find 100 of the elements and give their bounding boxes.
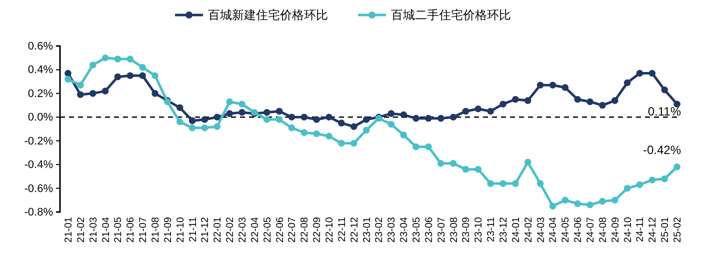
point — [512, 96, 519, 103]
point — [313, 116, 320, 123]
data-label: -0.42% — [642, 142, 682, 157]
x-tick-label: 24-11 — [635, 216, 646, 242]
point — [549, 82, 556, 89]
x-tick-label: 21-06 — [126, 216, 137, 243]
point — [450, 114, 457, 121]
point — [326, 114, 332, 121]
point — [64, 76, 72, 83]
point — [362, 126, 370, 134]
point — [338, 120, 345, 126]
x-tick-label: 23-01 — [362, 216, 373, 243]
point — [201, 124, 208, 132]
point — [238, 100, 246, 108]
point — [599, 102, 606, 109]
point — [500, 100, 506, 108]
x-tick-label: 22-03 — [238, 216, 248, 243]
point — [188, 124, 196, 132]
x-tick-label: 21-02 — [76, 216, 87, 243]
x-tick-label: 23-05 — [412, 216, 422, 243]
point — [661, 175, 668, 182]
y-tick-label: -0.6% — [24, 182, 54, 195]
point — [276, 108, 283, 115]
point — [263, 109, 270, 116]
x-tick-label: 23-02 — [374, 216, 386, 243]
point — [648, 176, 656, 184]
y-tick-label: 0.0% — [28, 112, 54, 124]
x-tick-label: 22-06 — [274, 216, 286, 243]
x-tick-label: 23-07 — [436, 216, 448, 243]
x-tick-label: 24-10 — [622, 216, 634, 243]
point — [674, 164, 680, 170]
y-tick-label: 0.2% — [28, 88, 54, 100]
point — [400, 132, 407, 138]
point — [77, 91, 84, 98]
x-tick-label: 23-09 — [461, 216, 472, 243]
x-tick-label: 24-03 — [536, 216, 547, 243]
point — [536, 82, 544, 89]
y-tick-label: -0.4% — [24, 159, 54, 172]
point — [611, 97, 618, 104]
point — [139, 64, 146, 71]
x-tick-label: 24-05 — [560, 216, 572, 243]
point — [487, 108, 494, 115]
point — [188, 117, 196, 124]
x-tick-label: 24-08 — [598, 216, 609, 243]
point — [126, 72, 134, 80]
point — [114, 56, 122, 62]
point — [288, 114, 296, 121]
point — [674, 100, 680, 108]
point — [214, 114, 221, 121]
point — [636, 70, 644, 77]
point — [437, 160, 444, 167]
x-tick-label: 21-11 — [188, 216, 199, 242]
x-tick-label: 22-02 — [225, 216, 236, 243]
legend-label: 百城二手住宅价格环比 — [391, 8, 511, 22]
point — [524, 158, 532, 166]
point — [89, 90, 96, 97]
point — [487, 180, 494, 187]
point — [326, 132, 332, 140]
point — [300, 129, 308, 136]
point — [648, 70, 656, 77]
point — [586, 201, 594, 208]
point — [624, 79, 631, 86]
point — [562, 196, 569, 204]
point — [425, 114, 432, 122]
point — [536, 180, 544, 187]
point — [89, 62, 96, 68]
x-tick-label: 21-09 — [162, 216, 174, 243]
x-tick-label: 21-10 — [175, 216, 186, 243]
x-tick-label: 24-09 — [610, 216, 622, 243]
x-tick-label: 21-01 — [64, 216, 74, 243]
x-tick-label: 22-11 — [336, 216, 348, 242]
x-tick-label: 23-04 — [399, 216, 410, 243]
point — [412, 114, 420, 122]
point — [474, 105, 482, 112]
point — [350, 123, 358, 130]
x-tick-label: 23-10 — [474, 216, 485, 243]
point — [238, 109, 246, 116]
point — [77, 82, 84, 89]
x-tick-label: 21-12 — [200, 216, 212, 243]
point — [437, 114, 444, 122]
x-tick-label: 22-05 — [262, 216, 274, 243]
point — [152, 90, 158, 97]
x-tick-label: 21-07 — [138, 216, 150, 243]
x-tick-label: 23-12 — [498, 216, 510, 243]
point — [126, 56, 134, 62]
x-tick-label: 24-01 — [510, 216, 522, 243]
x-tick-label: 22-08 — [300, 216, 311, 243]
point — [661, 86, 668, 94]
point — [388, 110, 395, 117]
point — [450, 160, 457, 167]
x-tick-label: 23-03 — [386, 216, 398, 243]
point — [300, 114, 308, 121]
x-tick-label: 23-11 — [486, 216, 498, 242]
point — [276, 116, 283, 123]
x-tick-label: 24-02 — [523, 216, 534, 243]
legend-label: 百城新建住宅价格环比 — [208, 8, 328, 22]
x-tick-label: 25-02 — [672, 216, 684, 243]
point — [176, 118, 184, 126]
x-tick-label: 22-09 — [312, 216, 324, 243]
y-tick-label: -0.2% — [24, 135, 54, 148]
